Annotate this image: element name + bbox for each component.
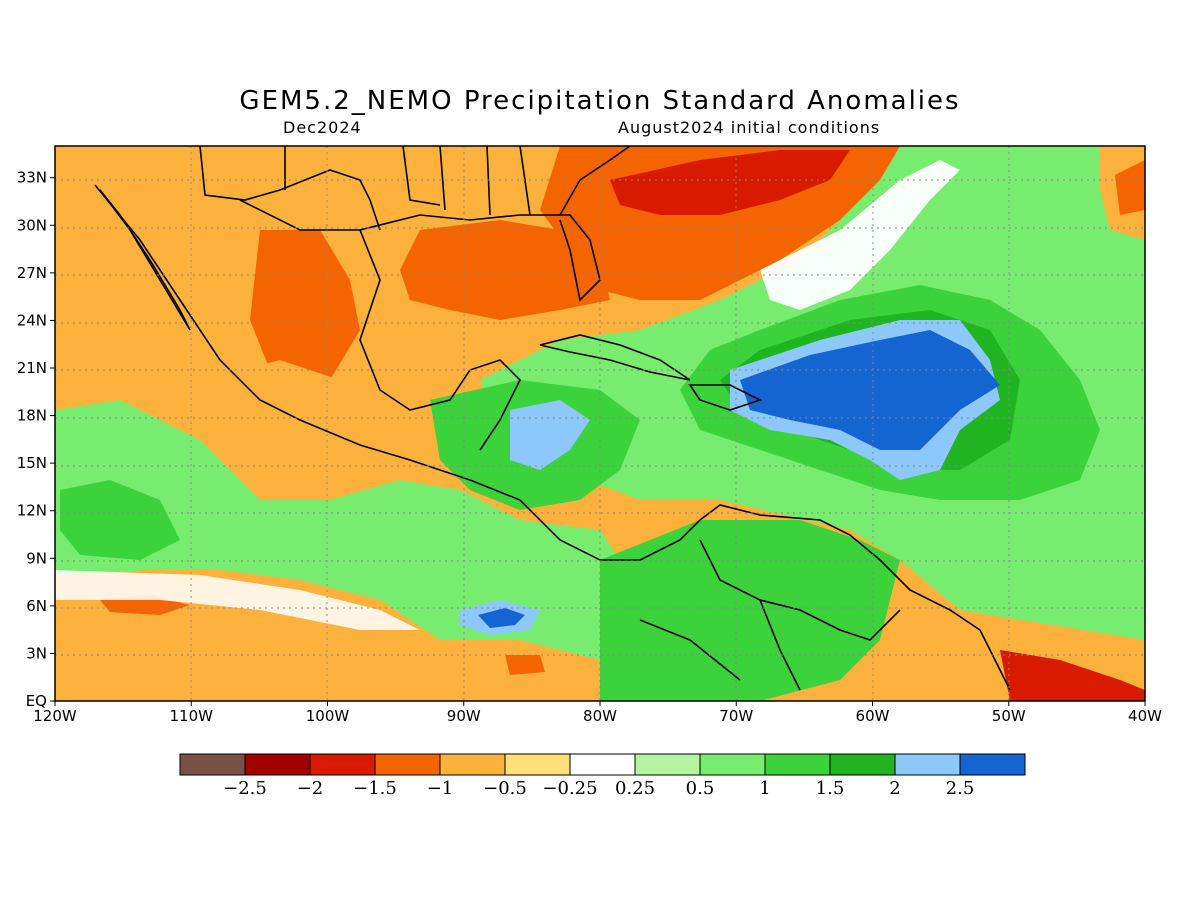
us-state-borders [284,146,531,216]
baja-california [99,189,191,331]
us-gulf-coast [359,214,601,302]
us-coast-strong-negative-core [610,150,850,215]
mexico-pacific-coast [94,184,640,561]
pacific-negative-band [55,580,600,701]
cuba [539,334,691,381]
pacific-6n-dark-blue-core [478,608,525,628]
latitude-tick-labels: EQ 3N 6N 9N 12N 15N 18N 21N 24N 27N 30N 33N [17,169,55,710]
colorbar-swatch [764,753,831,776]
lat-tick-label: 27N [17,264,47,282]
colorbar-level-label: −0.25 [542,778,597,799]
colorbar-swatch [179,753,246,776]
anomaly-field [55,146,1145,701]
us-mexico-border [199,146,381,231]
colorbar-level-label: 1.5 [816,778,845,799]
colorbar-level-label: −0.5 [483,778,527,799]
colorbar-swatch [309,753,376,776]
pacific-white-band [55,570,420,630]
south-america-positive-region [600,520,900,701]
lon-tick-label: 80W [583,707,617,725]
pacific-negative-spot [505,655,545,675]
colorbar-level-label: 0.5 [686,778,715,799]
colorbar-level-label: 2 [889,778,900,799]
lon-tick-label: 70W [719,707,753,725]
lon-tick-label: 50W [992,707,1026,725]
colorbar-swatch [439,753,506,776]
coastlines [94,146,1011,691]
lat-tick-label: 3N [26,644,47,662]
colorbar-level-label: −1.5 [353,778,397,799]
map-title: GEM5.2_NEMO Precipitation Standard Anoma… [239,86,961,116]
lat-tick-label: 21N [17,359,47,377]
valid-month-label: Dec2024 [283,118,362,137]
lon-tick-label: 40W [1128,707,1162,725]
lat-tick-label: 9N [26,549,47,567]
east-pacific-strong-region [60,480,180,560]
lon-tick-label: 60W [856,707,890,725]
colorbar: −2.5 −2 −1.5 −1 −0.5 −0.25 0.25 0.5 1 1.5 2 2.5 [179,753,1026,799]
lat-tick-label: 33N [17,169,47,187]
colorbar-swatch [504,753,571,776]
colorbar-swatch [699,753,766,776]
caribbean-dark-blue-core [740,330,1000,450]
colorbar-swatch [569,753,636,776]
lat-tick-label: 18N [17,407,47,425]
lat-tick-label: 30N [17,216,47,234]
us-east-coast [559,146,631,216]
gulf-negative-region [400,220,610,320]
longitude-tick-labels: 120W 110W 100W 90W 80W 70W 60W 50W 40W [33,701,1162,725]
lon-tick-label: 100W [306,707,350,725]
south-america-north-coast [639,504,1011,691]
colorbar-swatch [634,753,701,776]
gridlines [55,146,1145,701]
colorbar-level-label: 0.25 [615,778,655,799]
colorbar-level-label: 1 [759,778,770,799]
east-pacific-positive-region [55,400,640,660]
colorbar-swatch [244,753,311,776]
atlantic-east-negative-core [1115,160,1145,215]
initial-conditions-label: August2024 initial conditions [618,118,881,137]
lon-tick-label: 110W [170,707,214,725]
hispaniola [688,384,763,411]
lat-tick-label: 15N [17,454,47,472]
colorbar-level-label: 2.5 [946,778,975,799]
lat-tick-label: 24N [17,311,47,329]
mexico-light-region [200,360,400,490]
colorbar-level-label: −2.5 [223,778,267,799]
lon-tick-label: 90W [447,707,481,725]
colorbar-level-label: −2 [297,778,324,799]
lon-tick-label: 120W [33,707,77,725]
colorbar-swatch [894,753,961,776]
colorbar-swatch [829,753,896,776]
lat-tick-label: 6N [26,597,47,615]
lat-tick-label: EQ [26,692,47,710]
colorbar-level-label: −1 [427,778,454,799]
colorbar-swatch [374,753,441,776]
south-america-borders [639,539,901,691]
colorbar-swatch [959,753,1026,776]
atlantic-white-band [760,160,960,310]
equatorial-atlantic-strong-negative [1000,650,1145,701]
lat-tick-label: 12N [17,502,47,520]
